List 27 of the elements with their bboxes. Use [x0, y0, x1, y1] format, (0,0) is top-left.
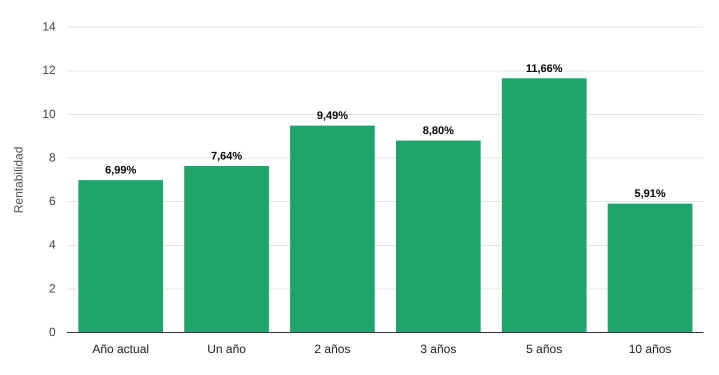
x-tick-label: 5 años	[526, 342, 562, 356]
bar	[290, 126, 375, 332]
y-tick-label: 6	[49, 194, 56, 208]
bar	[396, 140, 481, 332]
y-tick-label: 14	[42, 20, 56, 34]
y-tick-label: 12	[42, 63, 56, 78]
bar	[502, 78, 587, 332]
y-tick-label: 4	[49, 238, 56, 252]
data-label: 6,99%	[105, 164, 136, 177]
bar	[608, 204, 692, 332]
data-label: 9,49%	[316, 110, 348, 122]
bar	[78, 180, 164, 332]
y-axis-title: Rentabilidad	[12, 146, 26, 214]
x-tick-label: 3 años	[420, 342, 456, 356]
y-tick-label: 10	[42, 106, 56, 121]
data-label: 8,80%	[422, 125, 454, 138]
x-tick-label: Año actual	[92, 342, 150, 356]
y-tick-label: 0	[49, 324, 56, 339]
data-label: 5,91%	[634, 188, 666, 200]
y-tick-label: 2	[49, 281, 56, 296]
x-tick-label: 2 años	[314, 342, 350, 356]
data-label: 7,64%	[210, 150, 242, 162]
x-tick-label: 10 años	[628, 342, 672, 356]
x-tick-label: Un año	[207, 342, 246, 356]
bar	[184, 166, 269, 332]
data-label: 11,66%	[526, 62, 563, 75]
y-tick-label: 8	[49, 150, 56, 164]
